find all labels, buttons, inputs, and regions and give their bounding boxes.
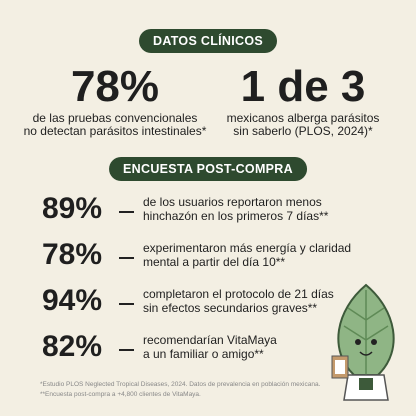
- footnote: *Estudio PLOS Neglected Tropical Disease…: [40, 381, 321, 388]
- row-text: mental a partir del día 10**: [143, 255, 286, 269]
- stat-caption: mexicanos alberga parásitos sin saberlo …: [193, 112, 413, 138]
- row-text: completaron el protocolo de 21 días: [143, 287, 334, 301]
- badge: ENCUESTA POST-COMPRA: [109, 157, 307, 181]
- row-value: 94%: [42, 284, 103, 317]
- stat-value: 1 de 3: [240, 62, 366, 111]
- row-text: experimentaron más energía y claridad: [143, 241, 352, 255]
- caption-line: de las pruebas convencionales: [32, 111, 198, 125]
- row-text: sin efectos secundarios graves**: [143, 301, 318, 315]
- row-text: de los usuarios reportaron menos: [143, 195, 322, 209]
- dash: [119, 303, 134, 305]
- row-text: recomendarían VitaMaya: [143, 333, 277, 347]
- stat-value: 78%: [70, 62, 160, 111]
- row-text: hinchazón en los primeros 7 días**: [143, 209, 329, 223]
- caption-line: sin saberlo (PLOS, 2024)*: [233, 124, 373, 138]
- footnote: **Encuesta post-compra a +4,800 clientes…: [40, 391, 201, 398]
- leaf-mascot: [331, 283, 395, 401]
- row-value: 89%: [42, 192, 103, 225]
- dash: [119, 349, 134, 351]
- dash: [119, 211, 134, 213]
- dash: [119, 257, 134, 259]
- caption-line: no detectan parásitos intestinales*: [23, 124, 207, 138]
- row-value: 78%: [42, 238, 103, 271]
- row-text: a un familiar o amigo**: [143, 347, 264, 361]
- badge: DATOS CLÍNICOS: [139, 29, 277, 53]
- stat-caption: de las pruebas convencionales no detecta…: [5, 112, 225, 138]
- row-value: 82%: [42, 330, 103, 363]
- caption-line: mexicanos alberga parásitos: [226, 111, 380, 125]
